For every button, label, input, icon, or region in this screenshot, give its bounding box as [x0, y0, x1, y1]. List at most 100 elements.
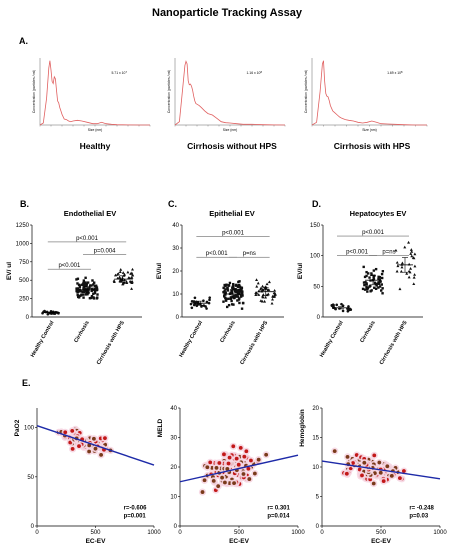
y-axis-label: EV/ul: [297, 263, 304, 279]
x-axis-label: EC-EV: [86, 538, 107, 545]
data-point: [123, 278, 127, 282]
data-point: [116, 272, 120, 275]
data-point: [78, 284, 82, 287]
data-point: [271, 294, 275, 298]
y-tick-label: 15: [312, 436, 319, 442]
data-point: [190, 300, 194, 303]
data-point: [208, 298, 211, 302]
data-point: [93, 287, 97, 291]
data-point: [82, 279, 86, 282]
data-point: [399, 269, 403, 273]
data-point: [211, 478, 216, 483]
data-point: [256, 281, 260, 285]
data-point: [224, 299, 228, 302]
data-point: [341, 304, 345, 307]
data-point: [335, 303, 339, 307]
data-point: [373, 281, 377, 285]
data-point: [236, 295, 239, 298]
data-point: [255, 284, 259, 288]
data-point: [92, 283, 95, 286]
data-point: [103, 436, 107, 441]
data-point: [244, 449, 249, 454]
data-point: [85, 292, 88, 296]
data-point: [351, 461, 355, 465]
data-point: [370, 272, 373, 275]
y-axis-label: Hemoglobin: [299, 409, 306, 447]
data-point: [228, 281, 232, 285]
correlation-p: p=0.001: [124, 514, 147, 520]
category-label: Cirrhosis: [73, 320, 90, 344]
data-point: [240, 288, 243, 291]
p-value-label: p<0.001: [76, 236, 99, 242]
data-point: [208, 460, 213, 465]
data-point: [370, 289, 373, 292]
data-point: [82, 284, 86, 288]
data-point: [207, 301, 211, 305]
data-point: [189, 302, 193, 306]
data-point: [86, 287, 89, 290]
data-point: [84, 289, 88, 293]
concentration-annotation: 5.71 x 107: [111, 70, 127, 75]
correlation-panel: E. 0 500 1000 0 50 100 EC-EV PaO2 r=-0.606 p=0.001: [14, 378, 161, 545]
correlation-p: p=0.03: [409, 514, 429, 520]
data-point: [190, 306, 194, 310]
x-axis-label: EC-EV: [371, 538, 392, 545]
data-point: [84, 281, 87, 284]
y-tick-label: 5: [316, 495, 320, 501]
data-point: [78, 285, 82, 289]
data-point: [130, 281, 134, 285]
data-point: [373, 286, 376, 289]
y-tick-label: 0: [176, 315, 180, 321]
data-point: [205, 307, 208, 310]
data-point: [413, 252, 417, 256]
correlation-p: p=0.014: [267, 514, 290, 520]
data-point: [82, 282, 85, 285]
data-point: [235, 283, 238, 287]
data-point: [224, 291, 227, 294]
data-point: [380, 289, 383, 292]
data-point: [231, 286, 234, 289]
data-point: [88, 284, 92, 287]
data-point: [238, 446, 243, 450]
data-point: [271, 297, 275, 301]
category-label: Cirrhosis: [219, 320, 236, 344]
correlation-r: r= -0.248: [409, 505, 434, 511]
data-point: [225, 283, 228, 286]
size-distribution-line: [174, 60, 286, 126]
data-point: [92, 281, 96, 284]
data-point: [236, 462, 241, 467]
data-point: [380, 272, 384, 276]
y-tick-label: 50: [27, 475, 34, 481]
y-tick-label: 100: [310, 254, 321, 260]
data-point: [76, 287, 80, 290]
data-point: [131, 273, 135, 277]
data-point: [400, 261, 404, 265]
figure-title: Nanoparticle Tracking Assay: [152, 7, 303, 19]
data-point: [341, 309, 345, 313]
data-point: [89, 296, 93, 300]
data-point: [242, 454, 247, 459]
data-point: [237, 280, 240, 284]
data-point: [396, 264, 400, 268]
data-point: [246, 466, 251, 471]
panel-title: Hepatocytes EV: [350, 209, 407, 218]
panel-label: E.: [22, 378, 31, 388]
data-point: [86, 281, 90, 284]
data-point: [225, 466, 230, 471]
data-point: [236, 285, 240, 288]
data-point: [130, 287, 134, 290]
data-point: [360, 473, 364, 478]
x-axis-label: Size (nm): [88, 128, 103, 132]
data-point: [263, 299, 267, 303]
data-point: [63, 430, 68, 435]
x-axis-label: Size (nm): [362, 128, 377, 132]
data-point: [70, 429, 75, 433]
y-tick-label: 20: [312, 406, 319, 412]
data-point: [202, 304, 206, 307]
regression-line: [321, 460, 441, 480]
x-axis-label: EC-EV: [229, 538, 250, 545]
data-point: [402, 469, 406, 473]
data-point: [95, 286, 99, 289]
data-point: [270, 301, 274, 305]
data-point: [222, 290, 225, 294]
